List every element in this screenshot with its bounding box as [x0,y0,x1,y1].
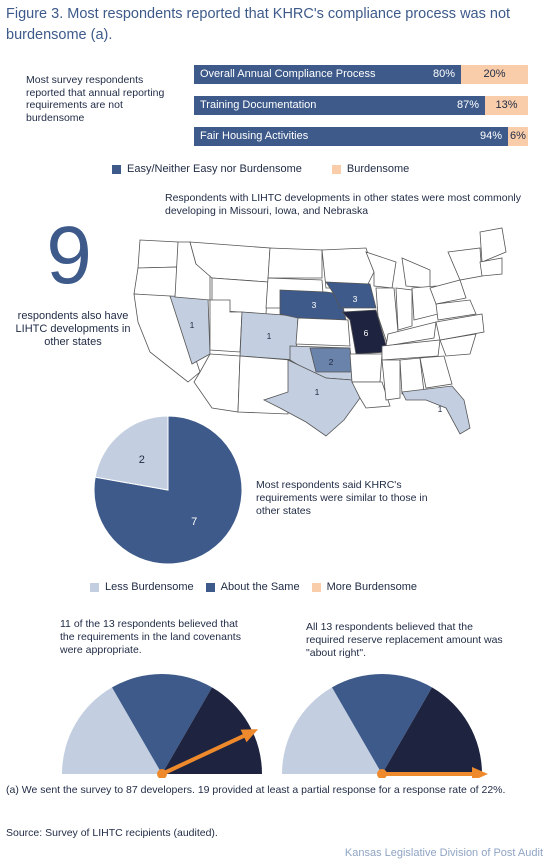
legend-label-same: About the Same [220,581,300,593]
state-tennessee [381,339,441,361]
bar-category-label: Overall Annual Compliance Process [200,68,376,80]
legend-label-easy: Easy/Neither Easy nor Burdensome [127,163,302,175]
map-label-missouri: 6 [364,328,369,338]
source-note: Source: Survey of LIHTC recipients (audi… [6,827,218,839]
legend-label-less: Less Burdensome [105,581,194,593]
bar-value-label: 87% [456,99,479,111]
gauge-1-pivot [157,769,167,778]
state-michigan [401,257,431,289]
state-louisiana [351,381,391,409]
pie-text: Most respondents said KHRC's requirement… [256,479,428,517]
legend-swatch-more [311,582,321,592]
map-label-oklahoma: 2 [329,357,334,367]
pie-value-label: 2 [139,454,145,466]
big-number: 9 [46,210,92,301]
us-map: 1 1 3 3 6 2 1 1 [133,227,507,437]
bar-segment-easy: Overall Annual Compliance Process 80% [194,65,461,84]
map-label-nebraska: 3 [312,300,317,310]
state-new-york [447,247,483,281]
map-label-iowa: 3 [353,294,358,304]
map-labels: 1 1 3 3 6 2 1 1 [190,294,443,414]
credit: Kansas Legislative Division of Post Audi… [344,847,543,859]
bar-legend: Easy/Neither Easy nor Burdensome Burdens… [112,163,409,175]
gauge-1-segment-mid [112,674,212,774]
state-oregon [133,266,179,298]
state-arizona [193,353,241,413]
state-missouri [341,309,389,355]
footnote: (a) We sent the survey to 87 developers.… [6,784,506,796]
gauge-2-segment-low [282,687,382,774]
gauge-2-segment-high [382,687,482,774]
state-washington [137,239,179,269]
gauge-1-text: 11 of the 13 respondents believed that t… [60,618,241,656]
state-pennsylvania [429,279,467,305]
bar-segment-burdensome: 6% [508,127,528,146]
gauge-2-text: All 13 respondents believed that the req… [306,621,503,659]
bar-row: Fair Housing Activities 94% 6% [194,127,528,146]
state-mississippi [381,359,401,401]
pie-value-label: 7 [191,516,197,528]
bar-value-label: 80% [432,68,455,80]
gauge-2-segment-mid [332,674,432,774]
state-new-england [479,257,503,277]
bar-segment-easy: Training Documentation 87% [194,96,485,115]
gauge-2-pivot [377,769,387,778]
bar-category-label: Training Documentation [200,99,317,111]
pie-chart: 72 [93,415,243,565]
gauge-1-segment-high [162,687,262,774]
legend-swatch-less [90,582,99,592]
bar-row: Overall Annual Compliance Process 80% 20% [194,65,528,84]
pie-slice-less-burdensome [94,415,169,491]
gauge-1-segment-low [62,687,162,774]
legend-swatch-easy [112,164,121,174]
state-maine [479,227,507,263]
figure-title: Figure 3. Most respondents reported that… [6,6,511,43]
state-virginia [435,299,477,321]
legend-label-burdensome: Burdensome [346,163,410,175]
bar-segment-burdensome: 13% [485,96,528,115]
bar-row: Training Documentation 87% 13% [194,96,528,115]
map-label-florida: 1 [438,404,443,414]
legend-swatch-burdensome [331,164,341,174]
big-number-text: respondents also have LIHTC developments… [15,310,131,348]
state-north-dakota [267,247,323,279]
bar-segment-burdensome: 20% [461,65,528,84]
bar-intro-text: Most survey respondents reported that an… [26,74,165,124]
state-iowa [325,281,377,309]
bar-value-label: 94% [479,130,502,142]
state-kentucky [385,321,437,347]
legend-label-more: More Burdensome [326,581,418,593]
state-indiana [395,287,413,331]
state-north-carolina [435,313,485,341]
state-wisconsin [365,251,397,289]
map-label-texas: 1 [315,387,320,397]
pie-slice-about-the-same [93,415,243,565]
gauge-2 [282,674,488,778]
us-map-states [133,227,507,437]
map-caption: Respondents with LIHTC developments in o… [165,192,521,217]
state-texas [262,359,361,437]
state-arkansas [349,353,383,383]
bar-category-label: Fair Housing Activities [200,130,309,142]
pie-legend: Less Burdensome About the Same More Burd… [90,581,417,593]
map-label-colorado: 1 [267,331,272,341]
state-georgia [419,355,453,389]
gauge-2-needle [382,767,488,778]
bar-segment-easy: Fair Housing Activities 94% [194,127,508,146]
state-alabama [399,357,425,395]
state-kansas [295,317,351,347]
gauge-1 [62,674,262,778]
legend-swatch-same [205,582,215,592]
map-label-nevada: 1 [190,320,195,330]
state-florida [401,385,471,435]
gauge-1-needle [161,729,259,776]
